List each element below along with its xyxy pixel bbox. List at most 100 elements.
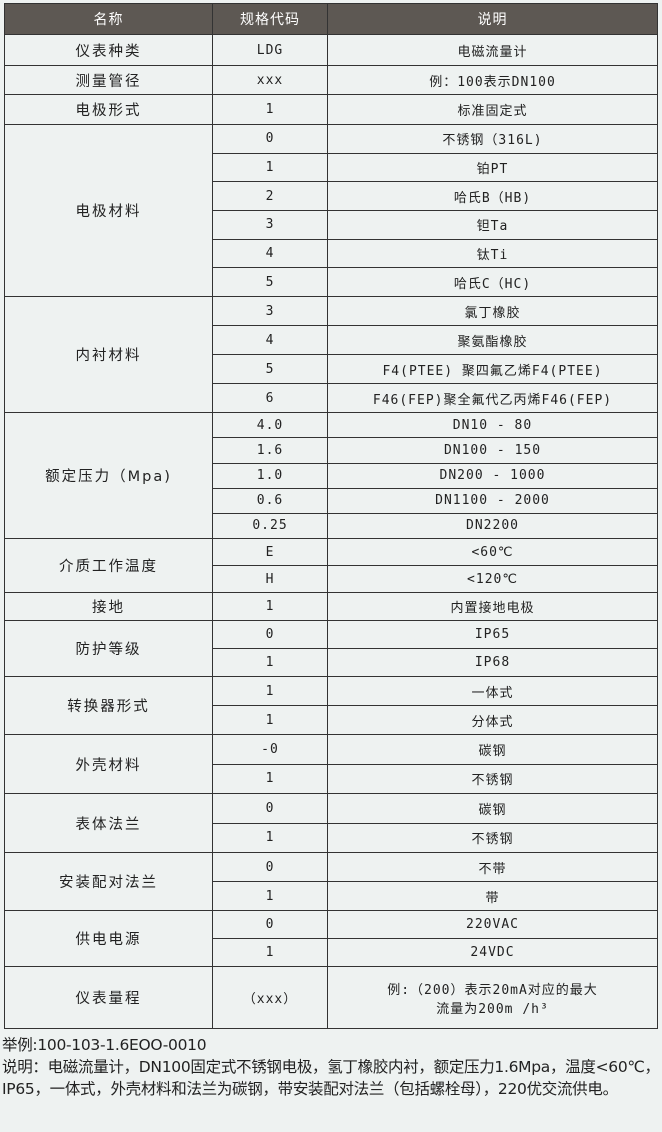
spec-name: 测量管径 [4,65,213,95]
spec-code: 5 [212,267,328,298]
spec-code: LDG [212,34,328,66]
spec-name: 仪表量程 [4,966,213,1030]
spec-name: 安装配对法兰 [4,852,213,912]
table-row: 1 24VDC [5,938,658,968]
spec-desc: 不锈钢 [327,763,658,795]
spec-code: 6 [212,383,328,414]
table-row: 5 F4(PTEE) 聚四氟乙烯F4(PTEE) [5,354,658,385]
spec-code: 1 [212,763,328,795]
table-row: 1 不锈钢 [5,763,658,795]
spec-desc: 标准固定式 [327,94,658,125]
spec-desc: 一体式 [327,676,658,707]
table-row: 4 钛Ti [5,238,658,269]
table-row: 仪表量程 （xxx） 例:（200）表示20mA对应的最大 流量为200m /h³ [4,966,658,1030]
spec-name: 电极形式 [4,94,213,125]
spec-desc: 哈氏B（HB) [327,181,658,212]
spec-code: 4 [212,238,328,269]
table-row: 供电电源 0 220VAC [4,910,658,968]
spec-code: xxx [212,65,328,95]
spec-name: 内衬材料 [4,296,213,414]
header-name: 名称 [4,3,213,35]
table-row: 防护等级 0 IP65 [4,620,658,678]
spec-desc: <120℃ [327,565,658,594]
table-row: 1 分体式 [5,705,658,736]
table-row: 测量管径 xxx 例：100表示DN100 [4,65,658,95]
spec-desc: DN200 - 1000 [327,462,658,489]
example-explanation: 说明：电磁流量计，DN100固定式不锈钢电极，氢丁橡胶内衬，额定压力1.6Mpa… [2,1058,660,1098]
spec-code: 1.0 [212,462,328,489]
table-row: H <120℃ [5,565,658,594]
table-row: 内衬材料 3 氯丁橡胶 [4,296,658,414]
spec-name: 电极材料 [4,123,213,298]
spec-code: 1 [212,705,328,736]
spec-name: 介质工作温度 [4,538,213,594]
spec-desc: DN10 - 80 [327,412,658,439]
spec-code: 4.0 [212,412,328,439]
spec-desc: IP68 [327,648,658,678]
spec-desc: 分体式 [327,705,658,736]
spec-code: 5 [212,354,328,385]
spec-code: 1 [212,881,328,912]
spec-code: 1 [212,152,328,183]
spec-code: 3 [212,296,328,327]
spec-code: 1 [212,822,328,854]
spec-desc: 钛Ti [327,238,658,269]
spec-name: 转换器形式 [4,676,213,736]
spec-desc: 碳钢 [327,734,658,765]
spec-desc: 220VAC [327,910,658,940]
spec-desc: 24VDC [327,938,658,968]
table-row: 1 不锈钢 [5,822,658,854]
spec-code: 0 [212,852,328,883]
table-row: 3 钽Ta [5,210,658,240]
spec-desc: 氯丁橡胶 [327,296,658,327]
spec-name: 外壳材料 [4,734,213,795]
spec-desc: 铂PT [327,152,658,183]
table-row: 转换器形式 1 一体式 [4,676,658,736]
table-row: 2 哈氏B（HB) [5,181,658,212]
spec-desc: 钽Ta [327,210,658,240]
spec-name: 供电电源 [4,910,213,968]
table-row: 仪表种类 LDG 电磁流量计 [4,34,658,66]
table-row: 1.6 DN100 - 150 [5,437,658,464]
spec-code: 0.6 [212,487,328,514]
spec-code: 1 [212,648,328,678]
spec-desc: 聚氨酯橡胶 [327,325,658,356]
spec-desc: 不锈钢 [327,822,658,854]
spec-code: 4 [212,325,328,356]
spec-code: 0 [212,793,328,824]
header-code: 规格代码 [212,3,328,35]
spec-desc: IP65 [327,620,658,650]
spec-desc: 带 [327,881,658,912]
spec-code: 0 [212,910,328,940]
spec-code: 1.6 [212,437,328,464]
spec-code: 2 [212,181,328,212]
spec-desc: 哈氏C（HC) [327,267,658,298]
table-row: 0.25 DN2200 [5,512,658,540]
footer-notes: 举例:100-103-1.6EOO-0010 说明：电磁流量计，DN100固定式… [2,1034,660,1100]
spec-desc: DN1100 - 2000 [327,487,658,514]
spec-desc: DN100 - 150 [327,437,658,464]
table-row: 5 哈氏C（HC) [5,267,658,298]
example-code: 举例:100-103-1.6EOO-0010 [2,1036,207,1054]
table-row: 额定压力（Mpa) 4.0 DN10 - 80 [4,412,658,540]
table-row: 介质工作温度 E <60℃ [4,538,658,594]
spec-name: 接地 [4,592,213,622]
table-row: 接地 1 内置接地电极 [4,592,658,622]
table-row: 电极形式 1 标准固定式 [4,94,658,125]
spec-code: （xxx） [212,966,328,1030]
table-row: 表体法兰 0 碳钢 [4,793,658,854]
spec-desc: <60℃ [327,538,658,567]
spec-desc: 不带 [327,852,658,883]
spec-desc: F46(FEP)聚全氟代乙丙烯F46(FEP) [327,383,658,414]
spec-code: 1 [212,938,328,968]
spec-desc: 例：100表示DN100 [327,65,658,95]
table-row: 0.6 DN1100 - 2000 [5,487,658,514]
table-row: 6 F46(FEP)聚全氟代乙丙烯F46(FEP) [5,383,658,414]
spec-name: 防护等级 [4,620,213,678]
table-row: 安装配对法兰 0 不带 [4,852,658,912]
spec-desc: DN2200 [327,512,658,540]
spec-desc: 不锈钢（316L) [327,124,658,154]
spec-table: 名称 规格代码 说明 仪表种类 LDG 电磁流量计 测量管径 xxx 例：100表示DN1… [4,3,658,1030]
spec-desc: 例:（200）表示20mA对应的最大 流量为200m /h³ [327,966,658,1030]
